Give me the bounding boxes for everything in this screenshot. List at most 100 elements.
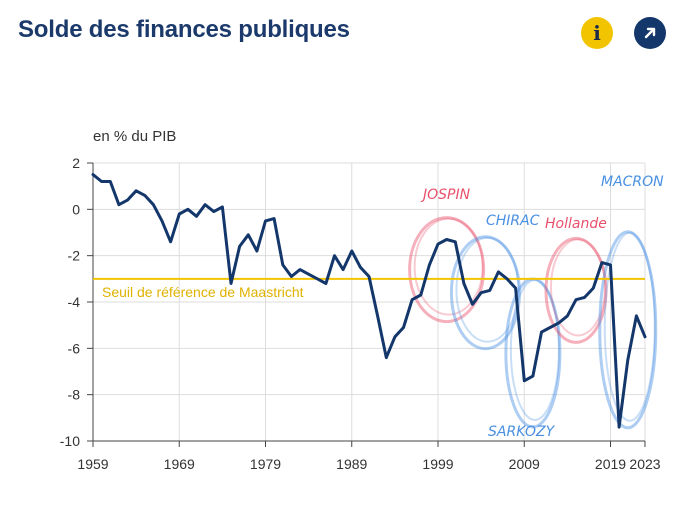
data-point bbox=[341, 268, 345, 271]
data-point bbox=[203, 203, 207, 206]
data-point bbox=[540, 330, 543, 334]
reference-line-label: Seuil de référence de Maastricht bbox=[102, 284, 304, 300]
data-point bbox=[514, 286, 517, 290]
open-external-button[interactable] bbox=[634, 17, 666, 49]
page-title: Solde des finances publiques bbox=[18, 16, 350, 43]
x-tick-label: 1959 bbox=[77, 456, 108, 472]
macron-ellipse-stroke2 bbox=[603, 231, 656, 422]
y-tick-label: -10 bbox=[60, 433, 80, 449]
data-point bbox=[445, 238, 448, 241]
data-point bbox=[376, 314, 379, 318]
data-point bbox=[91, 173, 95, 176]
data-point bbox=[436, 242, 440, 246]
data-point bbox=[454, 240, 457, 243]
y-tick-label: -8 bbox=[68, 387, 81, 403]
data-point bbox=[609, 263, 612, 267]
series-group bbox=[91, 173, 647, 429]
info-icon: i bbox=[593, 21, 601, 45]
data-point bbox=[126, 198, 129, 202]
data-point bbox=[238, 245, 241, 248]
data-point bbox=[557, 321, 560, 325]
data-point bbox=[221, 205, 224, 209]
data-point bbox=[635, 314, 638, 318]
hollande-ellipse-stroke2 bbox=[550, 238, 606, 337]
x-ticks: 1959 1969 1979 1989 1999 2009 2019 2023 bbox=[77, 456, 660, 472]
data-point bbox=[169, 240, 172, 243]
data-point bbox=[462, 282, 466, 285]
series-line bbox=[91, 173, 647, 429]
data-point bbox=[402, 326, 405, 329]
data-point bbox=[134, 189, 138, 192]
data-point bbox=[152, 203, 155, 206]
data-point bbox=[385, 356, 388, 359]
x-tick-label: 1969 bbox=[164, 456, 195, 472]
data-point bbox=[600, 261, 604, 264]
info-button[interactable]: i bbox=[581, 17, 613, 49]
x-tick-label: 2019 bbox=[595, 456, 626, 472]
data-point bbox=[497, 270, 500, 274]
y-tick-label: -4 bbox=[68, 294, 81, 310]
data-point bbox=[583, 296, 586, 299]
axes bbox=[87, 162, 646, 447]
data-point bbox=[419, 293, 422, 297]
data-point bbox=[367, 275, 371, 278]
data-point bbox=[428, 263, 431, 267]
data-point bbox=[229, 282, 233, 285]
data-point bbox=[117, 203, 121, 206]
annotation-jospin: JOSPIN bbox=[420, 187, 471, 203]
chirac-ellipse bbox=[449, 235, 521, 351]
data-point bbox=[471, 303, 474, 306]
grid bbox=[92, 162, 646, 442]
data-point bbox=[531, 374, 535, 378]
y-tick-label: 2 bbox=[72, 155, 80, 171]
external-arrow-icon bbox=[644, 27, 656, 39]
data-point bbox=[109, 180, 112, 183]
annotation-sarkozy: SARKOZY bbox=[488, 424, 556, 440]
x-tick-label: 1989 bbox=[336, 456, 367, 472]
data-point bbox=[479, 291, 483, 294]
data-point bbox=[143, 194, 146, 197]
data-point bbox=[617, 425, 621, 429]
data-point bbox=[298, 268, 302, 271]
y-axis-label: en % du PIB bbox=[93, 128, 177, 145]
chirac-ellipse-stroke2 bbox=[455, 236, 520, 343]
data-point bbox=[350, 249, 353, 253]
y-tick-label: -6 bbox=[68, 340, 81, 356]
data-point bbox=[574, 298, 578, 301]
data-point bbox=[324, 282, 328, 285]
jospin-ellipse bbox=[408, 216, 486, 324]
data-point bbox=[393, 335, 397, 338]
x-tick-label: 2009 bbox=[509, 456, 540, 472]
data-point bbox=[195, 215, 198, 218]
data-point bbox=[281, 263, 284, 267]
data-point bbox=[316, 277, 319, 281]
data-point bbox=[186, 208, 190, 211]
data-point bbox=[488, 289, 491, 292]
data-point bbox=[247, 233, 250, 237]
y-tick-label: -2 bbox=[68, 248, 81, 264]
data-point bbox=[290, 275, 293, 278]
macron-ellipse bbox=[598, 230, 658, 430]
data-point bbox=[212, 210, 215, 213]
data-point bbox=[160, 219, 164, 223]
annotation-hollande: Hollande bbox=[545, 216, 607, 232]
handdrawn-annotations: JOSPIN CHIRAC Hollande MACRON SARKOZY bbox=[408, 174, 664, 440]
jospin-ellipse-stroke2 bbox=[413, 217, 484, 316]
data-point bbox=[566, 314, 569, 318]
x-tick-label: 1999 bbox=[422, 456, 453, 472]
data-point bbox=[272, 217, 276, 220]
data-point bbox=[100, 180, 103, 183]
data-point bbox=[410, 298, 414, 301]
y-tick-label: 0 bbox=[72, 201, 80, 217]
data-point bbox=[643, 335, 647, 338]
data-point bbox=[359, 266, 362, 269]
annotation-chirac: CHIRAC bbox=[486, 213, 540, 229]
x-tick-label: 2023 bbox=[629, 456, 660, 472]
x-tick-label: 1979 bbox=[250, 456, 281, 472]
data-point bbox=[178, 212, 181, 216]
annotation-macron: MACRON bbox=[601, 174, 664, 190]
sarkozy-ellipse-stroke2 bbox=[509, 278, 560, 421]
data-point bbox=[592, 286, 595, 290]
data-point bbox=[255, 249, 259, 253]
data-point bbox=[523, 379, 526, 382]
